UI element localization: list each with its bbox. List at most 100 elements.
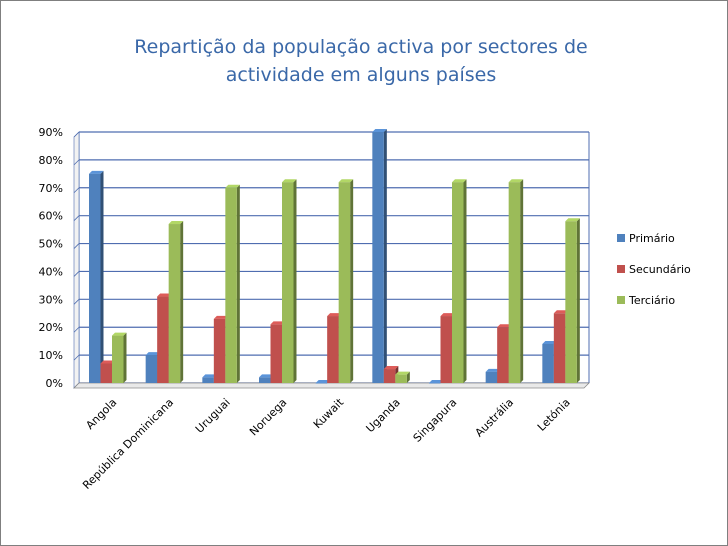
y-tick-label: 30% <box>39 293 63 306</box>
bar <box>440 316 452 383</box>
y-tick-label: 50% <box>39 238 63 251</box>
bar <box>89 173 101 383</box>
x-tick-label: Uganda <box>364 396 403 435</box>
bar-side <box>463 179 467 383</box>
gridline-depth <box>73 159 80 166</box>
bar-top <box>395 371 410 375</box>
bar-top <box>157 293 172 297</box>
x-tick-label: Letónia <box>535 396 573 434</box>
y-tick-label: 20% <box>39 321 63 334</box>
gridline-depth <box>73 131 80 138</box>
y-tick-label: 10% <box>39 349 63 362</box>
bar <box>395 374 407 383</box>
y-tick-label: 80% <box>39 154 63 167</box>
bar-top <box>327 313 342 317</box>
chart-floor <box>73 382 590 389</box>
bar <box>112 335 124 383</box>
gridline-depth <box>73 299 80 305</box>
bar-side <box>123 332 127 383</box>
bar-top <box>89 170 104 174</box>
chart-title-line-1: Repartição da população activa por secto… <box>134 36 588 58</box>
bar-top <box>565 218 580 222</box>
bar-top <box>338 179 354 183</box>
bar <box>202 377 214 383</box>
bar <box>213 318 226 383</box>
bar <box>157 296 169 383</box>
bar-top <box>259 374 274 378</box>
bar-top <box>452 179 467 183</box>
bar <box>338 182 351 383</box>
bar <box>542 343 554 383</box>
y-tick-label: 70% <box>39 182 63 195</box>
legend-label: Terciário <box>628 294 675 307</box>
bar <box>315 383 328 384</box>
gridline-depth <box>73 187 80 194</box>
bar-top <box>213 315 229 319</box>
chart-title-line-2: actividade em alguns países <box>225 64 497 86</box>
bar <box>225 187 237 383</box>
y-tick-label: 90% <box>39 126 63 139</box>
bar-top <box>270 321 285 325</box>
bar <box>270 324 282 383</box>
legend-label: Primário <box>629 232 675 245</box>
bar <box>100 363 112 383</box>
bar-top <box>542 340 557 344</box>
chart-title: Repartição da população activa por secto… <box>61 33 661 89</box>
bar <box>259 377 271 383</box>
bar <box>485 371 498 383</box>
bar-top <box>100 360 115 364</box>
bar-top <box>112 332 127 336</box>
bar <box>383 369 396 383</box>
bar-side <box>180 221 184 383</box>
bar-top <box>485 368 501 372</box>
bar-top <box>440 313 455 317</box>
bar-side <box>350 179 354 383</box>
bar-side <box>236 184 240 383</box>
bar-top <box>225 184 240 188</box>
bar <box>145 355 158 383</box>
bar-side <box>576 218 580 383</box>
bar <box>497 327 509 383</box>
bar-side <box>383 129 387 383</box>
bar-top <box>497 324 512 328</box>
bar-side <box>293 179 297 383</box>
y-tick-label: 60% <box>39 210 63 223</box>
bar-top <box>372 129 387 132</box>
bar <box>327 316 339 383</box>
gridline-depth <box>73 243 80 249</box>
bar <box>168 224 181 383</box>
bar-top <box>202 374 217 378</box>
bar-side <box>100 170 104 383</box>
x-tick-label: Uruguai <box>193 396 233 436</box>
bar-side <box>520 179 524 383</box>
bar-top <box>553 310 569 314</box>
x-tick-label: Singapura <box>411 396 460 445</box>
side-wall <box>73 131 80 389</box>
gridline-depth <box>73 354 80 361</box>
bar-side <box>406 371 410 383</box>
bar <box>553 313 566 383</box>
bar <box>282 182 294 383</box>
bar-top <box>315 380 331 383</box>
bar-top <box>282 179 297 183</box>
bar-top <box>145 352 161 356</box>
bar-top <box>383 366 399 370</box>
gridline-depth <box>73 271 80 277</box>
y-tick-label: 0% <box>46 377 63 390</box>
bar-top <box>429 380 444 383</box>
gridline-depth <box>73 326 80 333</box>
y-tick-label: 40% <box>39 265 63 278</box>
x-tick-label: Austrália <box>473 396 517 440</box>
legend-label: Secundário <box>629 263 691 276</box>
legend-swatch <box>617 265 625 273</box>
x-tick-label: Angola <box>83 396 119 432</box>
legend-swatch <box>617 234 625 242</box>
bar-top <box>168 221 184 225</box>
bar <box>452 182 464 383</box>
legend-swatch <box>617 296 625 304</box>
bar-top <box>508 179 524 183</box>
bar <box>429 383 441 384</box>
gridline-depth <box>73 215 80 221</box>
